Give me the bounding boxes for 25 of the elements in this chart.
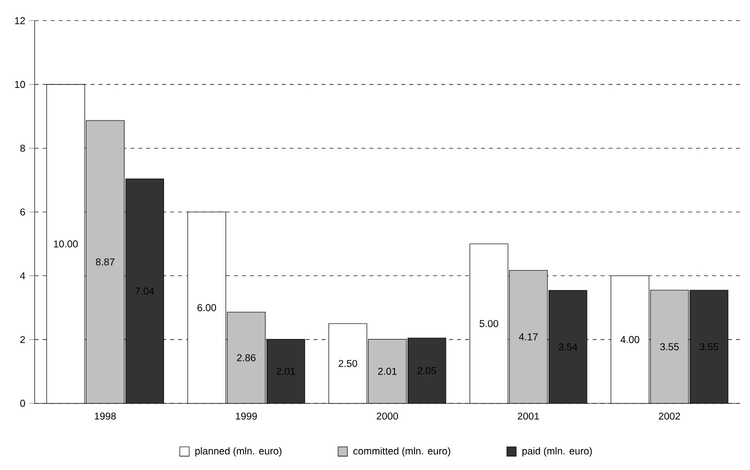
x-tick-label: 1999	[236, 412, 257, 420]
legend-label: planned (mln. euro)	[195, 447, 282, 456]
x-tick-label: 2000	[376, 412, 398, 420]
data-label: 4.00	[620, 336, 640, 344]
y-tick-label: 12	[15, 17, 25, 24]
data-label: 10.00	[54, 240, 78, 248]
y-tick-label: 10	[15, 80, 26, 88]
y-tick-label: 8	[20, 144, 25, 152]
x-tick-label: 2002	[658, 412, 680, 420]
y-tick-label: 4	[20, 272, 26, 280]
data-label: 2.50	[338, 360, 358, 368]
data-label: 4.17	[518, 333, 538, 340]
data-label: 2.01	[378, 368, 397, 375]
x-tick-label: 2001	[518, 412, 540, 420]
legend-label: committed (mln. euro)	[353, 447, 450, 456]
y-tick-label: 6	[20, 208, 25, 216]
data-label: 6.00	[198, 304, 216, 312]
data-label: 2.86	[237, 354, 256, 362]
data-label: 8.87	[96, 258, 114, 266]
data-label: 3.55	[660, 343, 679, 350]
y-tick-label: 0	[20, 400, 26, 407]
y-tick-label: 2	[20, 336, 25, 344]
x-tick-label: 1998	[94, 412, 116, 420]
legend-label: paid (mln. euro)	[522, 447, 592, 456]
data-label: 5.00	[480, 320, 498, 328]
